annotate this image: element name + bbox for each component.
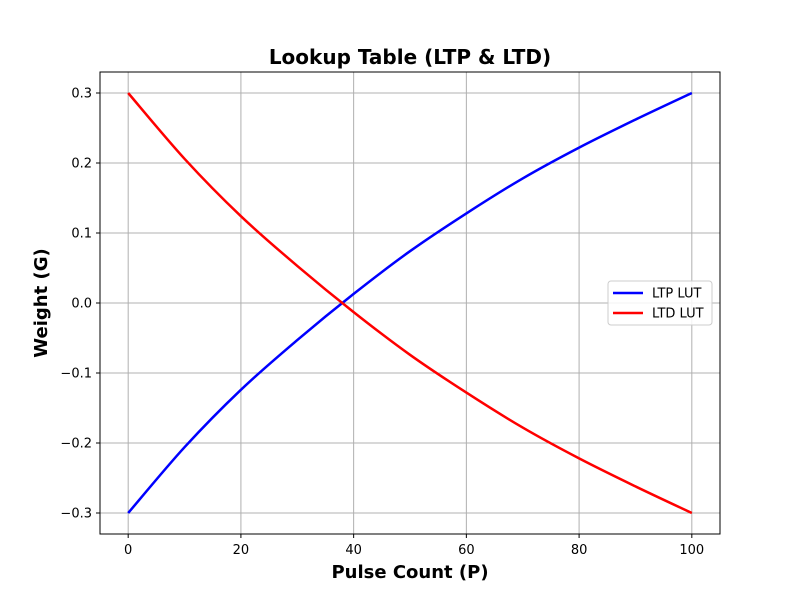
ltp-lut-line: [127, 91, 693, 514]
legend: LTP LUT LTD LUT: [607, 280, 713, 326]
x-axis-label: Pulse Count (P): [331, 562, 488, 583]
plot-series: [127, 91, 693, 515]
y-tick-label: −0.2: [60, 437, 92, 452]
y-tick-label: 0.2: [71, 157, 92, 172]
y-tick-label: 0.3: [71, 87, 92, 102]
x-tick-label: 100: [679, 543, 704, 558]
x-tick-label: 0: [124, 543, 132, 558]
y-tick-label: 0.1: [71, 227, 92, 242]
ltd-lut-line: [127, 92, 693, 515]
chart-title: Lookup Table (LTP & LTD): [269, 45, 551, 69]
x-tick-label: 40: [345, 543, 362, 558]
legend-label-ltd: LTD LUT: [652, 307, 704, 322]
axis-ticks: 0 20 40 60 80 100 −0.3 −0.2 −0.1 0.0 0.1 0.2 0.3: [60, 87, 704, 559]
y-tick-label: 0.0: [71, 297, 92, 312]
y-tick-label: −0.3: [60, 507, 92, 522]
x-tick-label: 80: [571, 543, 588, 558]
legend-label-ltp: LTP LUT: [652, 287, 701, 302]
y-tick-label: −0.1: [60, 367, 92, 382]
y-axis-label: Weight (G): [31, 248, 52, 357]
x-tick-label: 20: [233, 543, 250, 558]
x-tick-label: 60: [458, 543, 475, 558]
